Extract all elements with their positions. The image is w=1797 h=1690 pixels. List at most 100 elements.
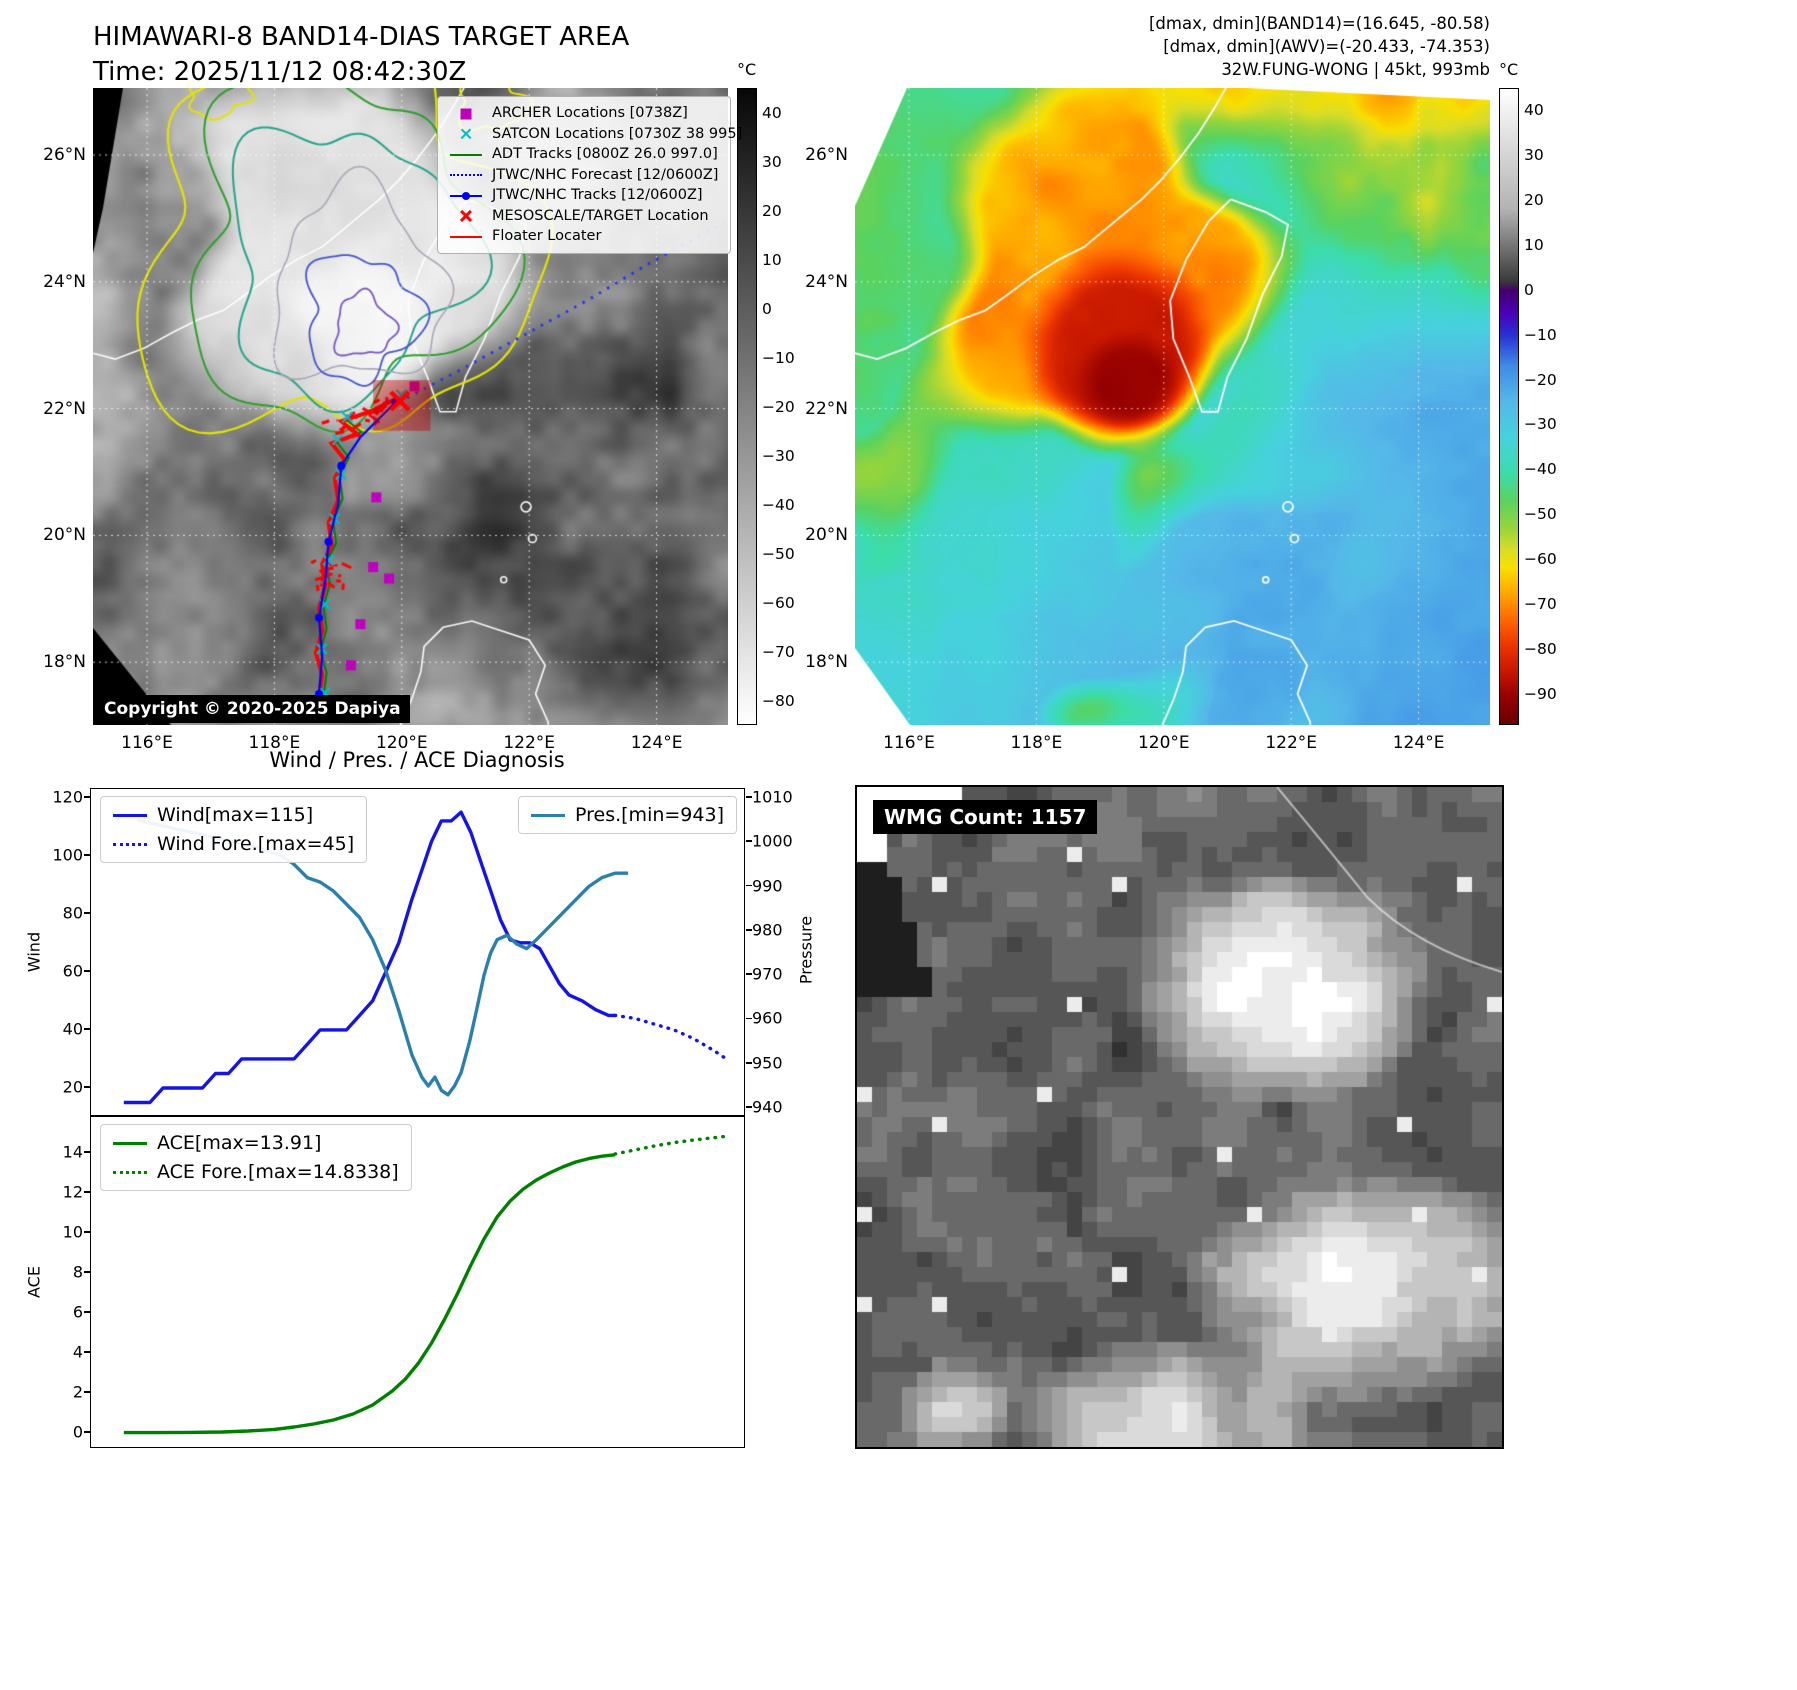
line-icon — [113, 813, 147, 817]
line-icon — [531, 813, 565, 817]
track-line-icon — [448, 147, 484, 162]
lat-tick-label: 24°N — [43, 271, 86, 292]
map-legend: ARCHER Locations [0738Z] SATCON Locations… — [437, 96, 742, 254]
axis-tick-mark — [745, 796, 752, 798]
wmg-panel: WMG Count: 1157 — [855, 785, 1504, 1449]
lat-tick-label: 26°N — [805, 145, 848, 165]
target-x-icon — [448, 209, 484, 224]
left-colorbar — [737, 88, 757, 725]
wmg-canvas — [857, 787, 1502, 1447]
lat-tick-label: 22°N — [805, 398, 848, 419]
left-panel-title: HIMAWARI-8 BAND14-DIAS TARGET AREA — [93, 22, 630, 52]
satcon-x-icon — [448, 127, 484, 142]
left-panel-header: HIMAWARI-8 BAND14-DIAS TARGET AREA Time:… — [93, 20, 629, 90]
chart-legend-item: Wind[max=115] — [113, 804, 354, 826]
ace-series-svg — [123, 1134, 729, 1435]
colorbar-tick-label: 10 — [762, 250, 782, 269]
pressure-ytick-label: 950 — [752, 1053, 783, 1073]
colorbar-tick-label: 30 — [762, 152, 782, 171]
legend-item: JTWC/NHC Forecast [12/0600Z] — [448, 167, 720, 184]
lon-tick-label: 118°E — [248, 733, 301, 753]
axis-tick-mark — [745, 1017, 752, 1020]
lat-tick-label: 18°N — [43, 652, 86, 673]
colorbar-tick-label: −50 — [762, 544, 795, 563]
storm-name-intensity-text: 32W.FUNG-WONG | 45kt, 993mb — [1221, 60, 1490, 79]
axis-tick-mark — [84, 853, 90, 856]
pressure-ytick-label: 940 — [752, 1097, 783, 1117]
colorbar-tick-label: −20 — [762, 397, 795, 416]
line-swatch — [450, 235, 482, 238]
wmg-count-badge: WMG Count: 1157 — [873, 800, 1098, 834]
line-swatch — [113, 813, 147, 817]
axis-tick-mark — [84, 970, 90, 972]
track-line-icon — [448, 229, 484, 244]
ace-ytick-label: 12 — [62, 1182, 83, 1202]
colorbar-tick-label: 0 — [762, 299, 772, 318]
colorbar-tick-label: 0 — [1524, 280, 1534, 299]
pressure-ytick-label: 1000 — [752, 831, 793, 851]
colorbar-tick-label: −70 — [1524, 594, 1557, 613]
wind-ytick-label: 100 — [52, 845, 83, 865]
lon-tick-label: 124°E — [630, 733, 683, 753]
line-icon — [113, 1141, 147, 1145]
axis-tick-mark — [745, 884, 752, 887]
lon-tick-label: 122°E — [1265, 733, 1318, 753]
ace-ytick-label: 6 — [72, 1302, 83, 1322]
axis-tick-mark — [745, 929, 752, 931]
lon-tick-label: 116°E — [883, 733, 935, 753]
series-line — [123, 1153, 616, 1435]
legend-item: ARCHER Locations [0738Z] — [448, 105, 720, 122]
lon-tick-label: 120°E — [375, 733, 428, 753]
right-colorbar — [1499, 88, 1519, 725]
legend-item: Floater Locater — [448, 228, 720, 245]
pressure-ytick-label: 960 — [752, 1008, 783, 1028]
dotted-line-icon — [113, 842, 147, 846]
track-line-marker-icon — [448, 188, 484, 203]
lon-tick-label: 118°E — [1010, 733, 1063, 753]
ace-ytick-label: 14 — [62, 1142, 83, 1162]
ace-ytick-label: 8 — [72, 1262, 83, 1282]
legend-label: JTWC/NHC Forecast [12/0600Z] — [492, 166, 719, 183]
chart-legend-label: ACE Fore.[max=14.8338] — [157, 1161, 399, 1183]
colorbar-tick-label: −30 — [762, 446, 795, 465]
chart-legend-label: ACE[max=13.91] — [157, 1132, 322, 1154]
axis-tick-mark — [84, 1311, 90, 1313]
left-panel-time: Time: 2025/11/12 08:42:30Z — [93, 57, 467, 87]
series-line — [123, 810, 615, 1105]
lat-tick-label: 20°N — [805, 525, 848, 546]
chart-legend-label: Wind Fore.[max=45] — [157, 833, 355, 855]
chart-legend-item: Wind Fore.[max=45] — [113, 833, 354, 855]
chart-legend: Pres.[min=943] — [518, 796, 737, 834]
axis-tick-mark — [84, 1431, 90, 1433]
chart-legend-item: ACE[max=13.91] — [113, 1132, 399, 1154]
colorbar-tick-label: −40 — [762, 495, 795, 514]
wind-axis-label: Wind — [24, 931, 44, 973]
axis-tick-mark — [745, 840, 752, 842]
series-line — [613, 1134, 729, 1156]
forecast-dotted-line-icon — [448, 168, 484, 183]
axis-tick-mark — [84, 795, 90, 798]
lon-tick-label: 124°E — [1392, 733, 1445, 753]
lon-tick-label: 120°E — [1137, 733, 1190, 753]
wind-ytick-label: 80 — [62, 903, 83, 923]
ace-axis-label: ACE — [24, 1266, 44, 1298]
colorbar-tick-label: −30 — [1524, 415, 1557, 434]
line-swatch — [113, 1170, 147, 1174]
colorbar-tick-label: −70 — [762, 642, 795, 661]
lat-tick-label: 18°N — [805, 652, 848, 673]
chart-legend: Wind[max=115] Wind Fore.[max=45] — [100, 796, 368, 863]
left-colorbar-unit: °C — [737, 60, 757, 79]
lat-tick-label: 24°N — [805, 271, 848, 292]
axis-tick-mark — [745, 973, 752, 975]
colorbar-tick-label: −60 — [762, 593, 795, 612]
legend-label: SATCON Locations [0730Z 38 995] — [492, 125, 743, 142]
lon-tick-label: 116°E — [121, 733, 173, 753]
ace-ytick-label: 10 — [62, 1222, 83, 1242]
colorbar-tick-label: −60 — [1524, 550, 1557, 569]
wind-ytick-label: 40 — [62, 1019, 83, 1039]
colorbar-tick-label: −10 — [762, 348, 795, 367]
chart-legend: ACE[max=13.91] ACE Fore.[max=14.8338] — [100, 1124, 412, 1191]
line-swatch — [113, 842, 147, 846]
axis-tick-mark — [84, 1391, 90, 1393]
